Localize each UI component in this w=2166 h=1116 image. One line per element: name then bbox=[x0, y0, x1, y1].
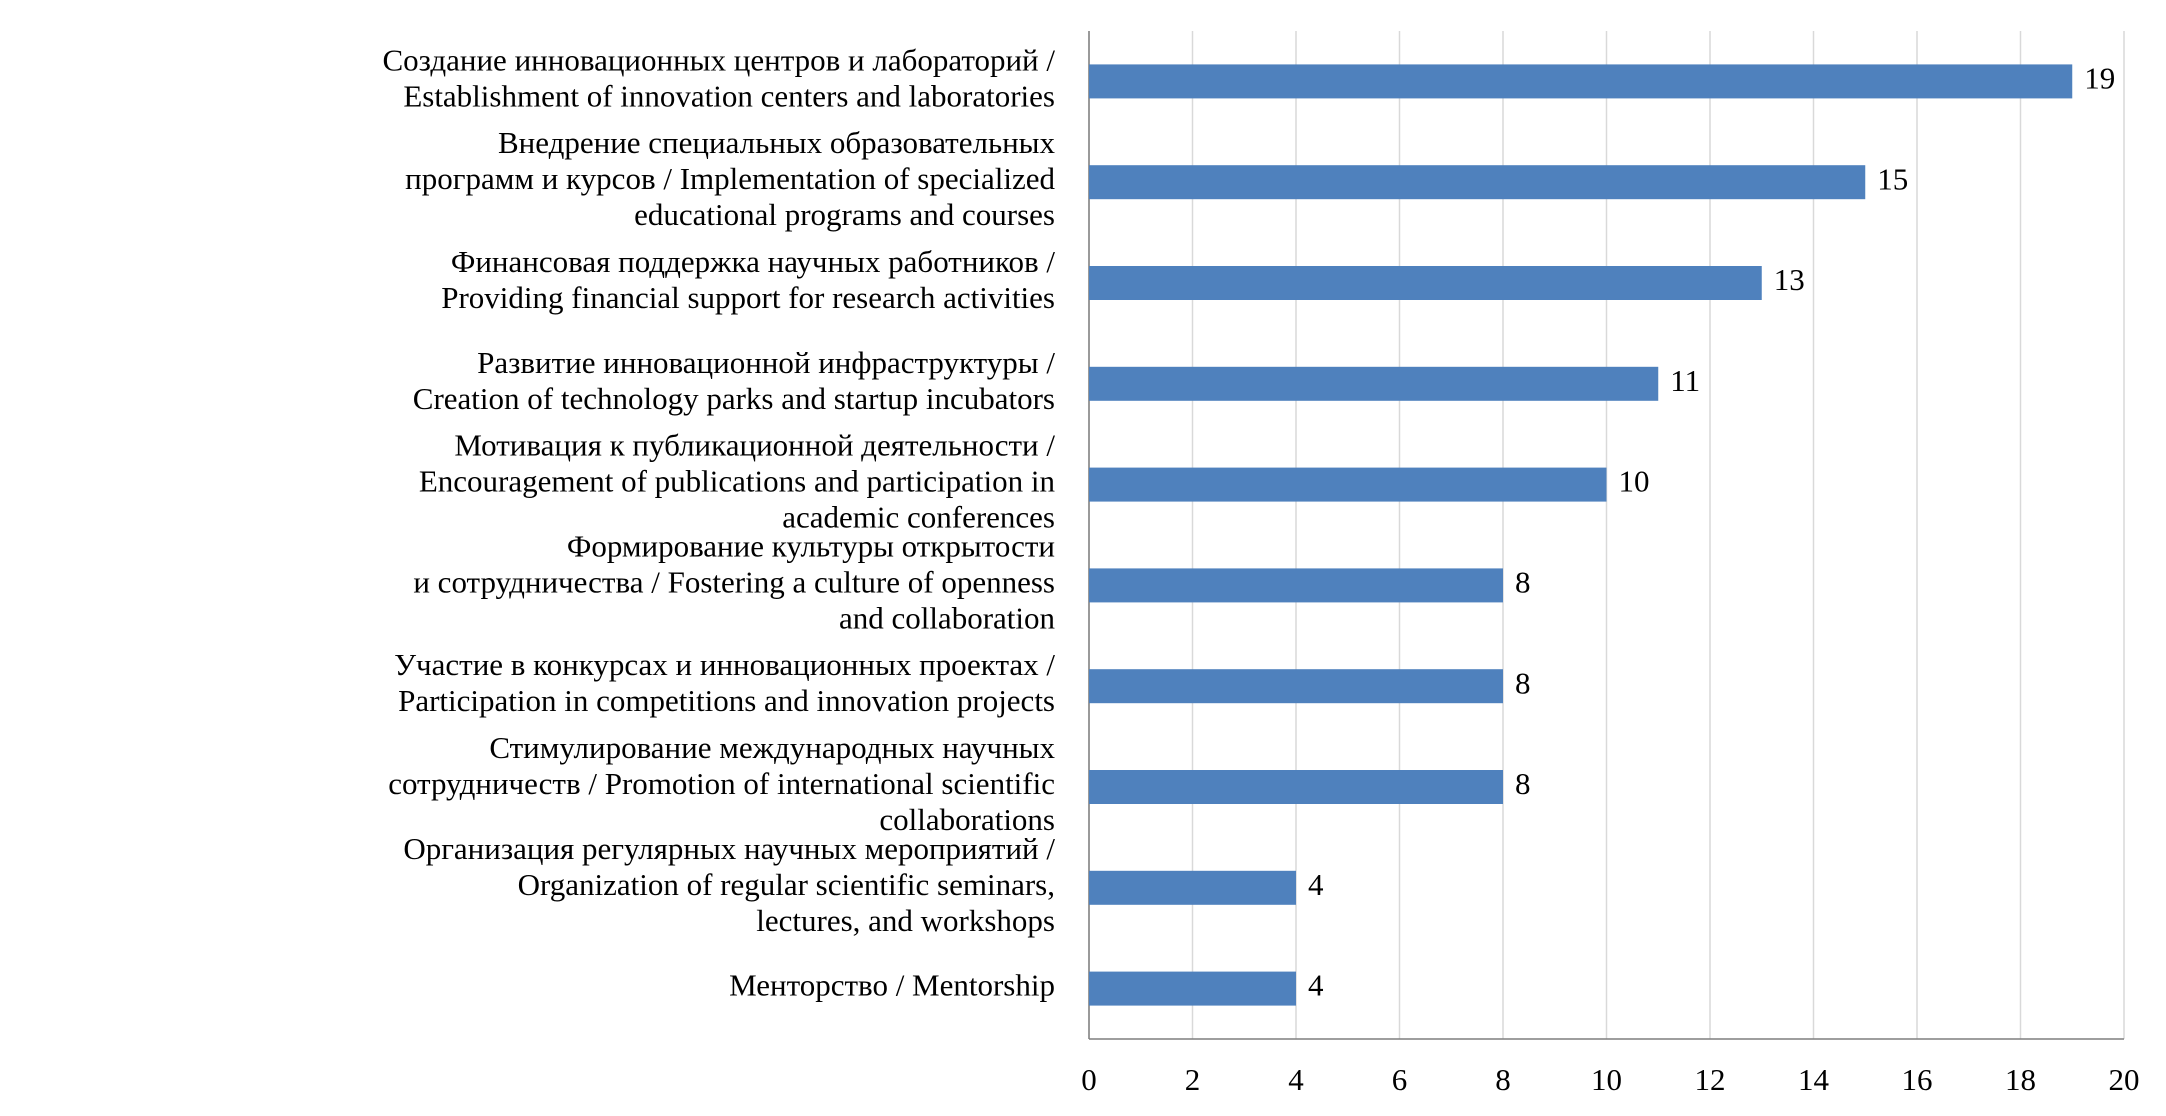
value-label: 8 bbox=[1515, 565, 1531, 600]
y-tick-label: Менторство / Mentorship bbox=[729, 968, 1055, 1003]
value-label: 13 bbox=[1774, 262, 1805, 297]
bar bbox=[1089, 266, 1762, 300]
x-tick-label: 0 bbox=[1081, 1062, 1097, 1097]
y-tick-label: Создание инновационных центров и лаборат… bbox=[382, 43, 1055, 114]
x-tick-label: 10 bbox=[1591, 1062, 1622, 1097]
y-tick-label: Участие в конкурсах и инновационных прое… bbox=[394, 647, 1055, 718]
x-tick-label: 16 bbox=[1902, 1062, 1933, 1097]
x-tick-label: 20 bbox=[2109, 1062, 2140, 1097]
bar bbox=[1089, 971, 1296, 1006]
bar bbox=[1089, 467, 1607, 502]
x-tick-label: 12 bbox=[1695, 1062, 1726, 1097]
bar bbox=[1089, 568, 1503, 603]
bar bbox=[1089, 770, 1503, 804]
value-label: 10 bbox=[1619, 464, 1650, 499]
y-tick-label: Организация регулярных научных мероприят… bbox=[403, 831, 1055, 938]
value-label: 8 bbox=[1515, 665, 1531, 700]
x-tick-label: 8 bbox=[1495, 1062, 1511, 1097]
bar bbox=[1089, 669, 1503, 704]
value-label: 4 bbox=[1308, 968, 1324, 1003]
y-tick-label: Внедрение специальных образовательных про… bbox=[405, 125, 1055, 232]
y-tick-label: Формирование культуры открытости и сотруд… bbox=[413, 529, 1055, 636]
value-label: 15 bbox=[1877, 161, 1908, 196]
value-label: 11 bbox=[1670, 363, 1700, 398]
x-tick-label: 14 bbox=[1798, 1062, 1830, 1097]
value-label: 8 bbox=[1515, 766, 1531, 801]
x-tick-label: 4 bbox=[1288, 1062, 1304, 1097]
bar bbox=[1089, 870, 1296, 905]
y-tick-label: Финансовая поддержка научных работников … bbox=[441, 244, 1055, 315]
y-tick-label: Стимулирование международных научных сотр… bbox=[388, 730, 1055, 837]
x-tick-label: 18 bbox=[2005, 1062, 2036, 1097]
bar bbox=[1089, 64, 2073, 99]
value-label: 4 bbox=[1308, 867, 1324, 902]
x-tick-label: 6 bbox=[1392, 1062, 1408, 1097]
y-tick-label: Развитие инновационной инфраструктуры / C… bbox=[413, 345, 1056, 416]
bar bbox=[1089, 165, 1866, 200]
y-tick-label: Мотивация к публикационной деятельности … bbox=[419, 428, 1056, 535]
bar bbox=[1089, 366, 1659, 401]
x-tick-label: 2 bbox=[1185, 1062, 1201, 1097]
value-label: 19 bbox=[2084, 61, 2115, 96]
